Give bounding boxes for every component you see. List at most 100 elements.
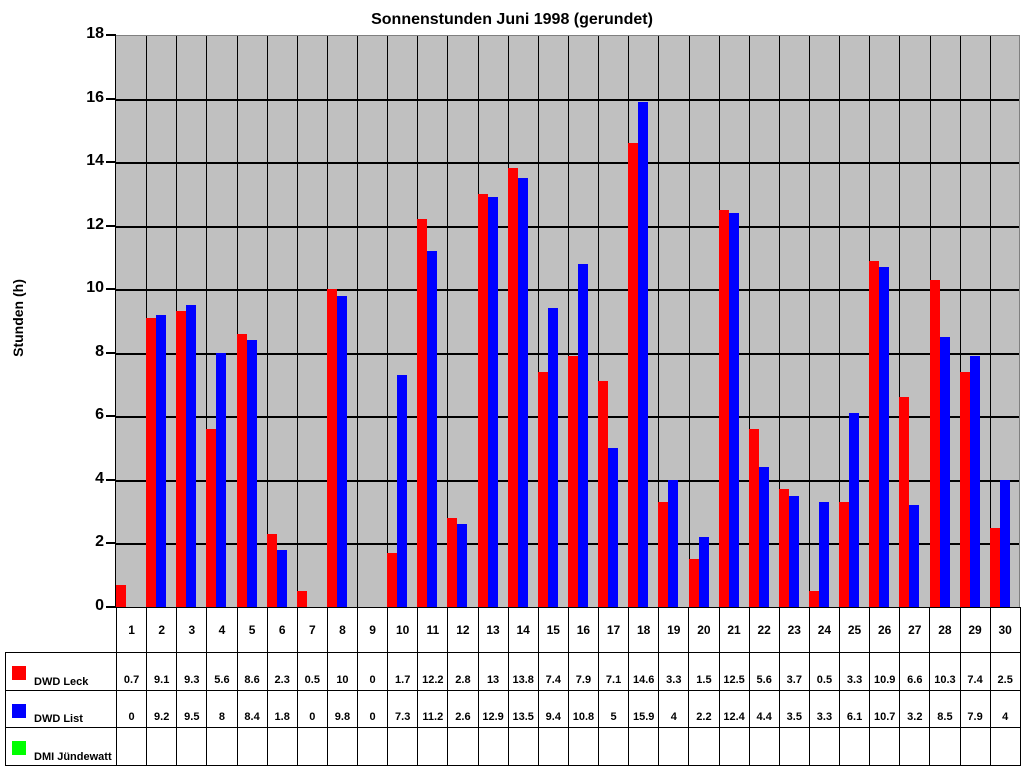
bar-dwd-list	[638, 101, 649, 607]
data-cell	[748, 727, 780, 766]
y-tick-label: 14	[86, 152, 104, 170]
data-cell: 0.5	[808, 652, 841, 691]
data-cell: 7.4	[959, 652, 991, 691]
gridline-y	[116, 289, 1019, 292]
bar-dwd-list	[608, 448, 619, 607]
bar-dwd-list	[999, 479, 1010, 607]
data-cell: 2.2	[688, 690, 720, 728]
data-cell: 11.2	[417, 690, 449, 728]
category-header: 1	[115, 607, 148, 653]
category-header: 29	[959, 607, 991, 653]
legend-label: DWD Leck	[34, 676, 89, 688]
legend-entry: DMI Jündewatt	[5, 727, 117, 766]
gridline-x	[689, 36, 690, 607]
y-tick-mark	[106, 161, 116, 164]
data-cell	[387, 727, 419, 766]
bar-dwd-list	[758, 467, 769, 607]
data-cell: 1.5	[688, 652, 720, 691]
data-cell	[597, 727, 630, 766]
category-header: 15	[537, 607, 569, 653]
y-tick-label: 18	[86, 25, 104, 42]
bar-dwd-list	[939, 336, 950, 607]
category-header: 27	[899, 607, 931, 653]
bar-dwd-leck	[477, 193, 488, 607]
category-header: 22	[748, 607, 780, 653]
data-cell	[838, 727, 871, 766]
gridline-y	[116, 162, 1019, 165]
y-tick-mark	[106, 415, 116, 418]
plot-area	[116, 35, 1020, 607]
data-cell	[356, 727, 389, 766]
bar-dwd-leck	[718, 209, 729, 607]
data-cell	[718, 727, 750, 766]
bar-dwd-list	[457, 524, 468, 607]
data-cell: 15.9	[628, 690, 660, 728]
bar-dwd-leck	[146, 317, 157, 607]
category-header: 8	[326, 607, 359, 653]
data-cell: 0.7	[115, 652, 148, 691]
bar-dwd-leck	[568, 355, 578, 607]
bar-dwd-leck	[839, 502, 850, 607]
data-cell: 9.8	[326, 690, 359, 728]
table-corner	[5, 607, 117, 653]
data-cell: 12.9	[477, 690, 509, 728]
gridline-x	[839, 36, 840, 607]
data-table: 1 2 3 4 5 6 7 8 9 10 11 12 13 14 15 16 17 18 19 20 21 22 23 24 2…	[5, 607, 1021, 766]
data-cell: 3.3	[838, 652, 871, 691]
category-header: 12	[447, 607, 479, 653]
bar-dwd-list	[487, 197, 498, 607]
data-cell: 12.2	[417, 652, 449, 691]
category-header: 28	[929, 607, 961, 653]
y-tick-mark	[106, 606, 116, 608]
category-header: 3	[176, 607, 208, 653]
gridline-x	[990, 36, 991, 607]
data-cell: 9.4	[537, 690, 569, 728]
data-cell	[959, 727, 991, 766]
data-cell	[326, 727, 359, 766]
bar-dwd-list	[668, 479, 679, 607]
data-cell: 0	[115, 690, 148, 728]
bar-dwd-leck	[628, 143, 639, 607]
gridline-x	[447, 36, 448, 607]
data-cell: 8.5	[929, 690, 961, 728]
y-tick-mark	[106, 351, 116, 354]
data-cell: 9.5	[176, 690, 208, 728]
data-cell: 7.9	[567, 652, 600, 691]
gridline-x	[237, 36, 238, 607]
bar-dwd-list	[728, 212, 739, 607]
data-cell: 1.7	[387, 652, 419, 691]
data-cell	[206, 727, 238, 766]
category-header: 17	[597, 607, 630, 653]
bar-dwd-leck	[326, 289, 337, 607]
y-tick-mark	[106, 542, 116, 545]
category-header: 9	[356, 607, 389, 653]
bar-dwd-list	[547, 308, 558, 607]
gridline-x	[206, 36, 207, 607]
data-cell	[447, 727, 479, 766]
bar-dwd-leck	[176, 311, 187, 607]
y-tick-label: 12	[86, 215, 104, 233]
data-cell	[989, 727, 1021, 766]
y-tick-mark	[106, 97, 116, 100]
category-header: 7	[296, 607, 328, 653]
data-cell	[899, 727, 931, 766]
bar-dwd-list	[517, 178, 528, 607]
data-cell	[507, 727, 539, 766]
gridline-x	[357, 36, 358, 607]
category-header: 19	[658, 607, 690, 653]
data-cell: 3.3	[658, 652, 690, 691]
data-cell	[658, 727, 690, 766]
y-tick-label: 16	[86, 88, 104, 106]
bar-dwd-list	[276, 549, 287, 607]
gridline-y	[116, 98, 1019, 101]
bar-dwd-leck	[236, 333, 247, 607]
gridline-y	[116, 416, 1019, 419]
data-cell: 10.3	[929, 652, 961, 691]
bar-dwd-leck	[537, 371, 548, 607]
legend-swatch	[12, 666, 26, 680]
data-cell	[176, 727, 208, 766]
bar-dwd-list	[186, 305, 197, 607]
data-cell: 12.5	[718, 652, 750, 691]
legend-swatch	[12, 704, 26, 718]
y-tick-label: 2	[95, 533, 104, 551]
